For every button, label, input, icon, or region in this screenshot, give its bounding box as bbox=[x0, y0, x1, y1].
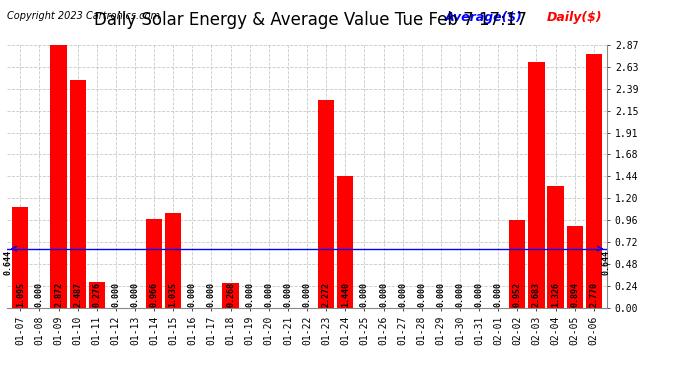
Text: 0.268: 0.268 bbox=[226, 282, 235, 307]
Bar bbox=[50, 45, 67, 308]
Text: 0.894: 0.894 bbox=[570, 282, 579, 307]
Text: 0.000: 0.000 bbox=[494, 282, 503, 307]
Bar bbox=[547, 186, 564, 308]
Text: 0.000: 0.000 bbox=[436, 282, 445, 307]
Text: 0.644: 0.644 bbox=[3, 249, 12, 274]
Text: 1.326: 1.326 bbox=[551, 282, 560, 307]
Text: 0.000: 0.000 bbox=[284, 282, 293, 307]
Text: 0.000: 0.000 bbox=[417, 282, 426, 307]
Text: 0.000: 0.000 bbox=[455, 282, 464, 307]
Text: 0.000: 0.000 bbox=[302, 282, 312, 307]
Bar bbox=[509, 220, 526, 308]
Bar bbox=[318, 100, 334, 308]
Bar bbox=[165, 213, 181, 308]
Bar bbox=[566, 226, 583, 308]
Text: 1.095: 1.095 bbox=[16, 282, 25, 307]
Text: 2.272: 2.272 bbox=[322, 282, 331, 307]
Bar bbox=[222, 283, 239, 308]
Text: 0.952: 0.952 bbox=[513, 282, 522, 307]
Text: 0.000: 0.000 bbox=[398, 282, 407, 307]
Text: Average($): Average($) bbox=[445, 11, 523, 24]
Text: 0.000: 0.000 bbox=[207, 282, 216, 307]
Text: Daily($): Daily($) bbox=[547, 11, 603, 24]
Text: 0.000: 0.000 bbox=[111, 282, 120, 307]
Bar bbox=[529, 62, 544, 308]
Text: 0.276: 0.276 bbox=[92, 282, 101, 307]
Text: 0.000: 0.000 bbox=[245, 282, 254, 307]
Text: 0.000: 0.000 bbox=[35, 282, 44, 307]
Text: 0.000: 0.000 bbox=[475, 282, 484, 307]
Text: 2.683: 2.683 bbox=[532, 282, 541, 307]
Text: Copyright 2023 Cartronics.com: Copyright 2023 Cartronics.com bbox=[7, 11, 160, 21]
Text: 2.487: 2.487 bbox=[73, 282, 82, 307]
Text: 0.000: 0.000 bbox=[379, 282, 388, 307]
Bar bbox=[88, 282, 105, 308]
Bar bbox=[337, 176, 353, 308]
Text: 0.966: 0.966 bbox=[150, 282, 159, 307]
Bar bbox=[586, 54, 602, 307]
Text: 1.035: 1.035 bbox=[169, 282, 178, 307]
Bar bbox=[12, 207, 28, 308]
Text: 0.000: 0.000 bbox=[264, 282, 273, 307]
Text: Daily Solar Energy & Average Value Tue Feb 7 17:17: Daily Solar Energy & Average Value Tue F… bbox=[94, 11, 527, 29]
Text: 2.770: 2.770 bbox=[589, 282, 598, 307]
Text: 2.872: 2.872 bbox=[54, 282, 63, 307]
Text: 0.644: 0.644 bbox=[602, 249, 611, 274]
Bar bbox=[146, 219, 162, 308]
Bar bbox=[70, 80, 86, 308]
Text: 0.000: 0.000 bbox=[360, 282, 369, 307]
Text: 0.000: 0.000 bbox=[188, 282, 197, 307]
Text: 1.440: 1.440 bbox=[341, 282, 350, 307]
Text: 0.000: 0.000 bbox=[130, 282, 139, 307]
